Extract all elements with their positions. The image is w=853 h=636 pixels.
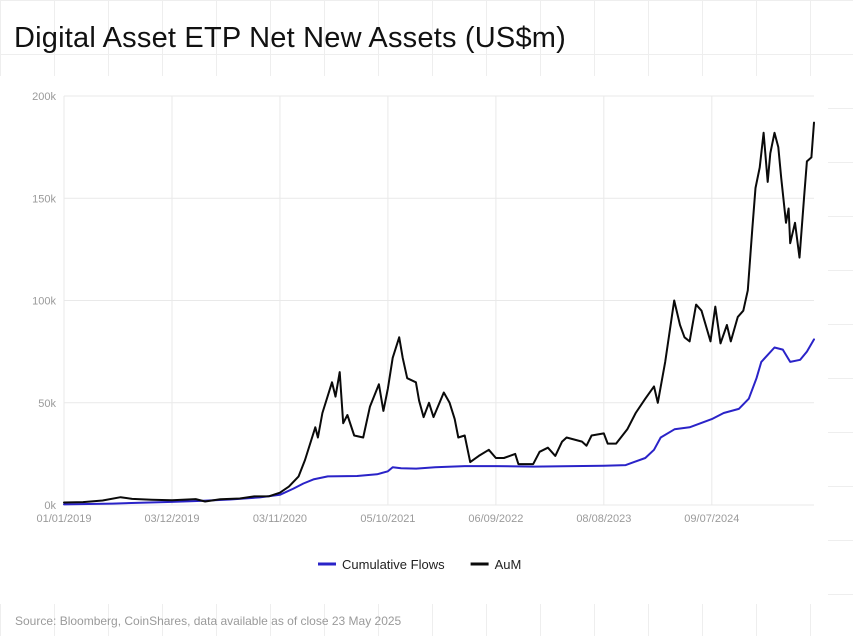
x-tick-label: 08/08/2023 — [576, 513, 631, 525]
y-tick-label: 100k — [32, 296, 56, 308]
x-tick-label: 06/09/2022 — [468, 513, 523, 525]
x-tick-label: 05/10/2021 — [360, 513, 415, 525]
y-tick-label: 200k — [32, 91, 56, 103]
series-line-aum — [63, 121, 815, 504]
series-line-cumulative-flows — [63, 338, 815, 506]
y-tick-label: 0k — [44, 500, 56, 512]
x-tick-label: 09/07/2024 — [684, 513, 739, 525]
x-tick-label: 01/01/2019 — [36, 513, 91, 525]
line-chart: 0k 50k 100k 150k 200k 01/01/2019 03/12/2019 03/… — [32, 91, 815, 572]
legend-label-aum: AuM — [495, 557, 522, 572]
y-tick-label: 50k — [38, 398, 56, 410]
chart-title: Digital Asset ETP Net New Assets (US$m) — [14, 22, 566, 54]
source-note: Source: Bloomberg, CoinShares, data avai… — [15, 614, 402, 628]
legend-label-cumulative-flows: Cumulative Flows — [342, 557, 445, 572]
y-tick-label: 150k — [32, 193, 56, 205]
chart-panel: 0k 50k 100k 150k 200k 01/01/2019 03/12/2019 03/… — [0, 76, 828, 604]
x-tick-label: 03/11/2020 — [253, 513, 307, 525]
x-tick-label: 03/12/2019 — [144, 513, 199, 525]
